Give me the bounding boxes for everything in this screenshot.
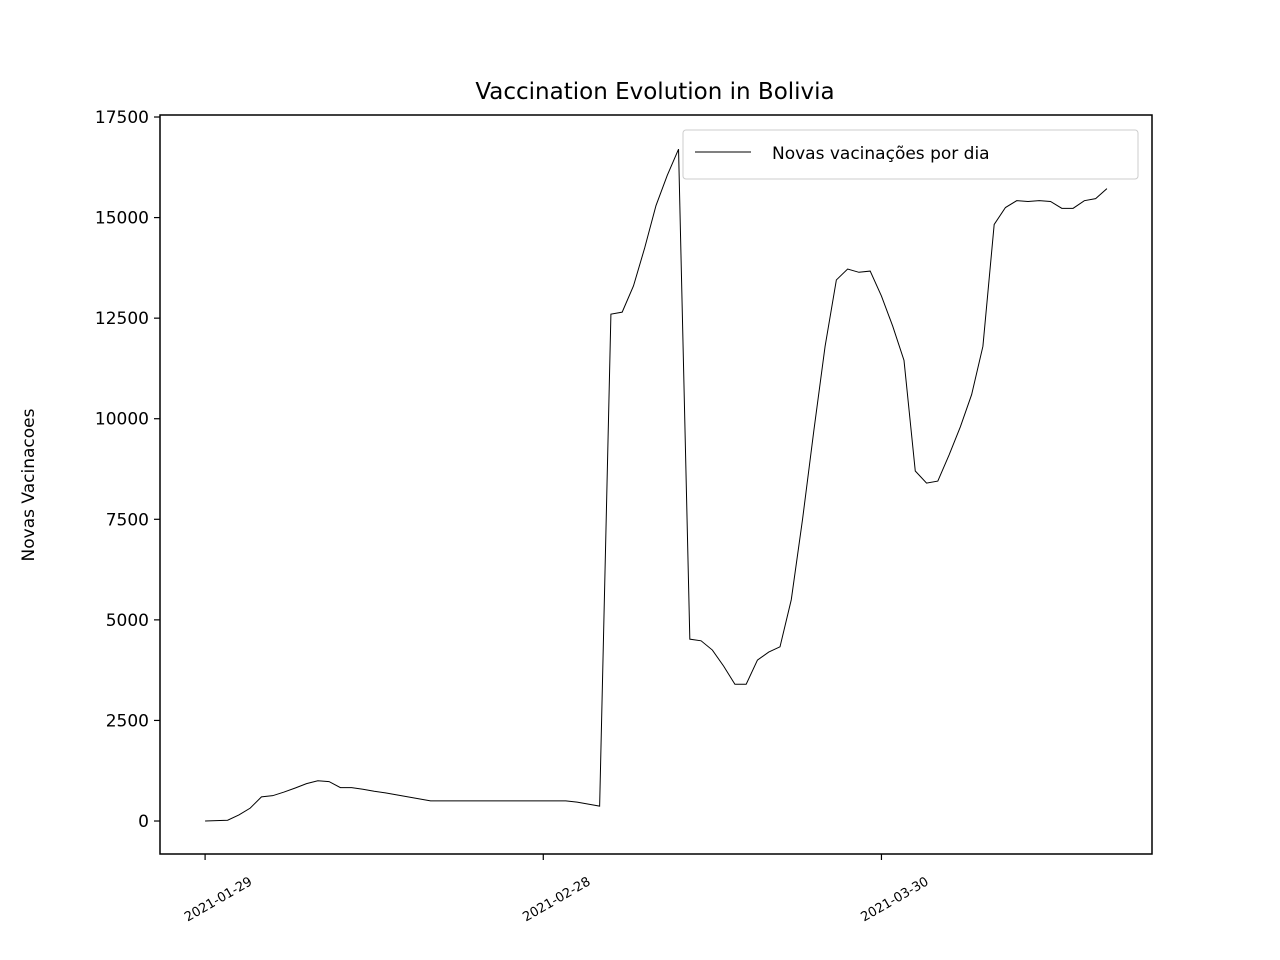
y-tick-label: 5000 xyxy=(106,611,149,631)
x-tick-label: 2021-01-29 xyxy=(182,874,255,925)
y-tick-label: 2500 xyxy=(106,711,149,731)
y-tick-label: 7500 xyxy=(106,510,149,530)
y-tick-label: 17500 xyxy=(95,108,149,128)
data-line xyxy=(205,148,1108,822)
y-tick-label: 10000 xyxy=(95,410,149,430)
y-tick-label: 0 xyxy=(138,812,149,832)
x-tick-label: 2021-02-28 xyxy=(520,874,593,925)
y-tick-label: 15000 xyxy=(95,209,149,229)
plot-frame xyxy=(159,114,1153,855)
y-axis-label: Novas Vacinacoes xyxy=(19,408,39,561)
legend-box xyxy=(682,129,1139,180)
chart-title: Vaccination Evolution in Bolivia xyxy=(475,79,834,105)
y-tick-label: 12500 xyxy=(95,309,149,329)
x-tick-label: 2021-03-30 xyxy=(859,874,932,925)
legend-label: Novas vacinações por dia xyxy=(772,144,990,164)
